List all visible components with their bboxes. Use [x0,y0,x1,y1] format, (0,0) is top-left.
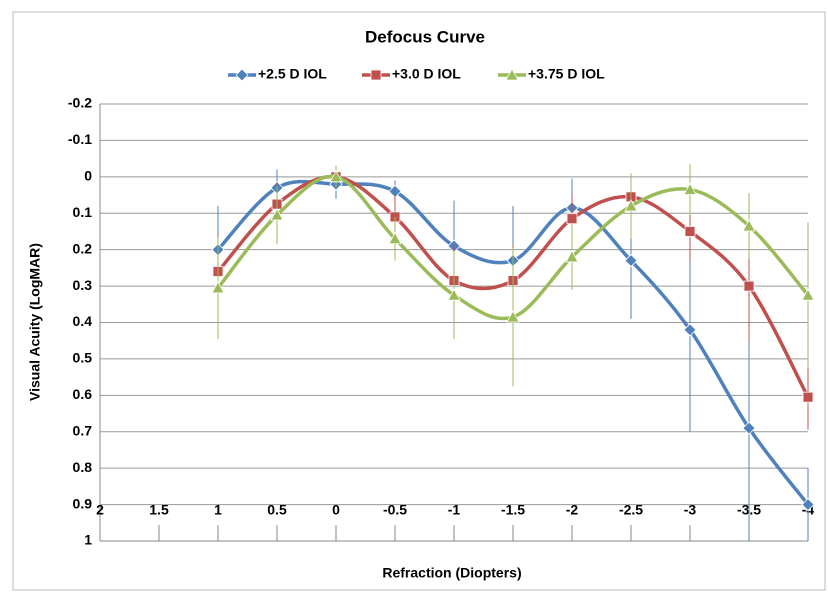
y-tick-label: 0.9 [73,495,93,511]
y-tick-label: -0.2 [68,95,92,111]
y-tick-label: 0.1 [73,204,93,220]
marker [624,254,638,268]
legend-label: +2.5 D IOL [258,66,327,82]
marker [802,391,814,403]
x-tick-label: 1.5 [149,502,169,518]
chart-title: Defocus Curve [365,27,485,46]
marker [565,250,579,263]
legend-label: +3.75 D IOL [528,66,605,82]
x-tick-label: 0 [332,502,340,518]
series [211,164,815,387]
marker [743,280,755,292]
y-tick-label: 0.5 [73,350,93,366]
y-tick-label: 0.3 [73,277,93,293]
y-tick-label: 1 [84,532,92,548]
chart-frame [12,11,826,591]
marker [447,288,461,301]
marker [235,68,249,82]
y-axis-label: Visual Acuity (LogMAR) [27,243,43,401]
y-tick-label: 0.7 [73,422,93,438]
marker [742,219,756,232]
x-tick-label: 0.5 [267,502,287,518]
marker [566,213,578,225]
x-tick-label: 1 [214,502,222,518]
x-tick-label: -1.5 [501,502,525,518]
x-tick-label: -2.5 [619,502,643,518]
x-tick-label: -3 [684,502,697,518]
marker [683,182,697,195]
y-tick-label: 0.8 [73,459,93,475]
x-tick-label: -0.5 [383,502,407,518]
series-line [216,179,810,506]
marker [684,226,696,237]
marker [742,421,756,435]
x-tick-label: 2 [96,502,104,518]
y-tick-label: 0.6 [73,386,93,402]
y-tick-label: -0.1 [68,131,92,147]
x-tick-label: -2 [566,502,579,518]
marker [683,323,697,337]
x-tick-label: -1 [448,502,461,518]
marker [801,498,815,512]
legend-label: +3.0 D IOL [392,66,461,82]
marker [370,69,382,81]
marker [211,281,225,294]
y-tick-label: 0 [84,168,92,184]
marker [505,68,519,81]
marker [506,310,520,323]
y-tick-label: 0.4 [73,313,93,329]
marker [388,231,402,245]
x-axis-label: Refraction (Diopters) [382,565,521,581]
y-tick-label: 0.2 [73,240,93,256]
marker [329,169,343,183]
marker [270,208,284,221]
marker [624,199,638,212]
marker [801,288,815,301]
